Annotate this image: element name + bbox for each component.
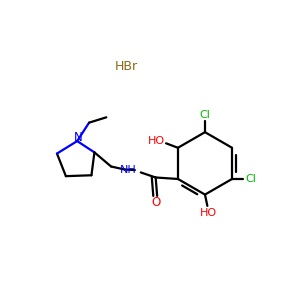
Text: O: O	[151, 196, 160, 209]
Text: HO: HO	[148, 136, 165, 146]
Text: NH: NH	[120, 165, 136, 175]
Text: HBr: HBr	[115, 60, 138, 73]
Text: N: N	[74, 131, 82, 144]
Text: Cl: Cl	[200, 110, 210, 120]
Text: Cl: Cl	[245, 174, 256, 184]
Text: HO: HO	[200, 208, 217, 218]
